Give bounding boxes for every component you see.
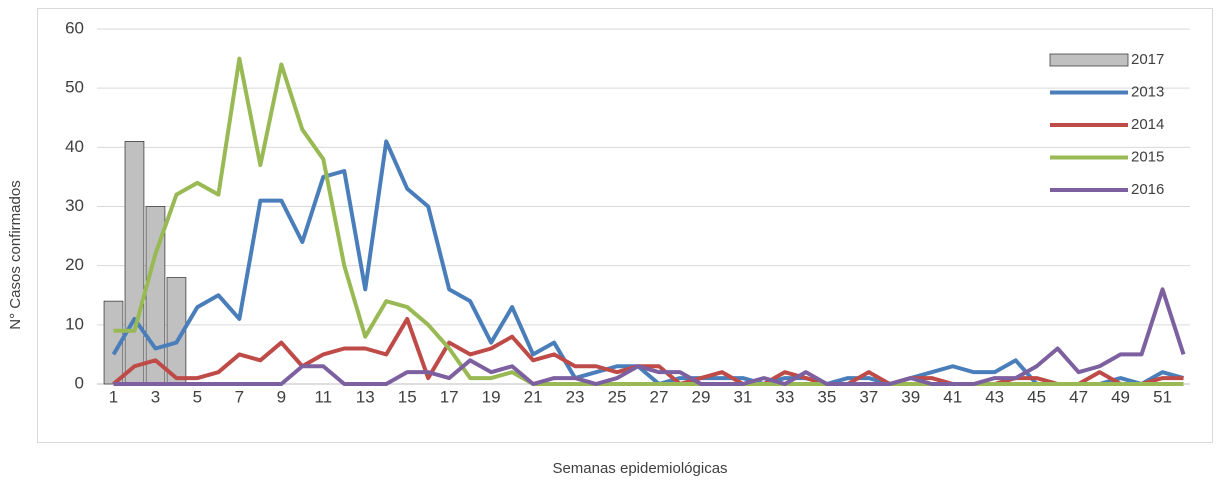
legend-label: 2015 — [1131, 148, 1164, 165]
legend-label: 2016 — [1131, 181, 1164, 198]
x-tick-label: 17 — [440, 387, 459, 406]
x-tick-label: 39 — [901, 387, 920, 406]
line — [113, 287, 1186, 386]
x-tick-label: 33 — [775, 387, 794, 406]
legend-label: 2013 — [1131, 83, 1164, 100]
x-tick-label: 7 — [235, 387, 244, 406]
x-tick-label: 47 — [1069, 387, 1088, 406]
x-tick-label: 29 — [691, 387, 710, 406]
x-tick-label: 19 — [482, 387, 501, 406]
x-tick-label: 11 — [314, 387, 332, 406]
y-axis-title: N° Casos confirmados — [7, 180, 24, 329]
line — [112, 316, 1184, 386]
x-tick-label: 45 — [1027, 387, 1046, 406]
x-tick-label: 49 — [1111, 387, 1130, 406]
x-axis-title: Semanas epidemiológicas — [552, 460, 727, 477]
x-tick-label: 37 — [859, 387, 878, 406]
x-tick-label: 13 — [356, 387, 375, 406]
x-tick-label: 9 — [277, 387, 286, 406]
y-tick-label: 20 — [65, 255, 84, 274]
y-tick-label: 0 — [75, 373, 84, 392]
y-tick-label: 50 — [65, 78, 84, 97]
bar — [124, 141, 145, 385]
y-tick-label: 30 — [65, 196, 84, 215]
x-tick-label: 27 — [650, 387, 669, 406]
x-tick-label: 5 — [193, 387, 202, 406]
x-tick-label: 25 — [608, 387, 627, 406]
legend-label: 2014 — [1131, 116, 1164, 133]
line — [113, 56, 1184, 386]
y-tick-label: 10 — [65, 314, 84, 333]
x-tick-label: 21 — [524, 387, 543, 406]
x-tick-label: 31 — [733, 387, 752, 406]
x-tick-label: 15 — [398, 387, 417, 406]
legend-label: 2017 — [1131, 51, 1164, 68]
x-tick-label: 1 — [109, 387, 118, 406]
x-tick-label: 41 — [943, 387, 962, 406]
line — [111, 139, 1185, 386]
x-tick-label: 35 — [817, 387, 836, 406]
x-tick-label: 43 — [985, 387, 1004, 406]
y-tick-label: 60 — [65, 18, 84, 37]
x-tick-label: 51 — [1153, 387, 1172, 406]
x-tick-label: 23 — [566, 387, 585, 406]
y-tick-label: 40 — [65, 137, 84, 156]
x-tick-label: 3 — [151, 387, 160, 406]
legend-swatch — [1049, 53, 1129, 67]
